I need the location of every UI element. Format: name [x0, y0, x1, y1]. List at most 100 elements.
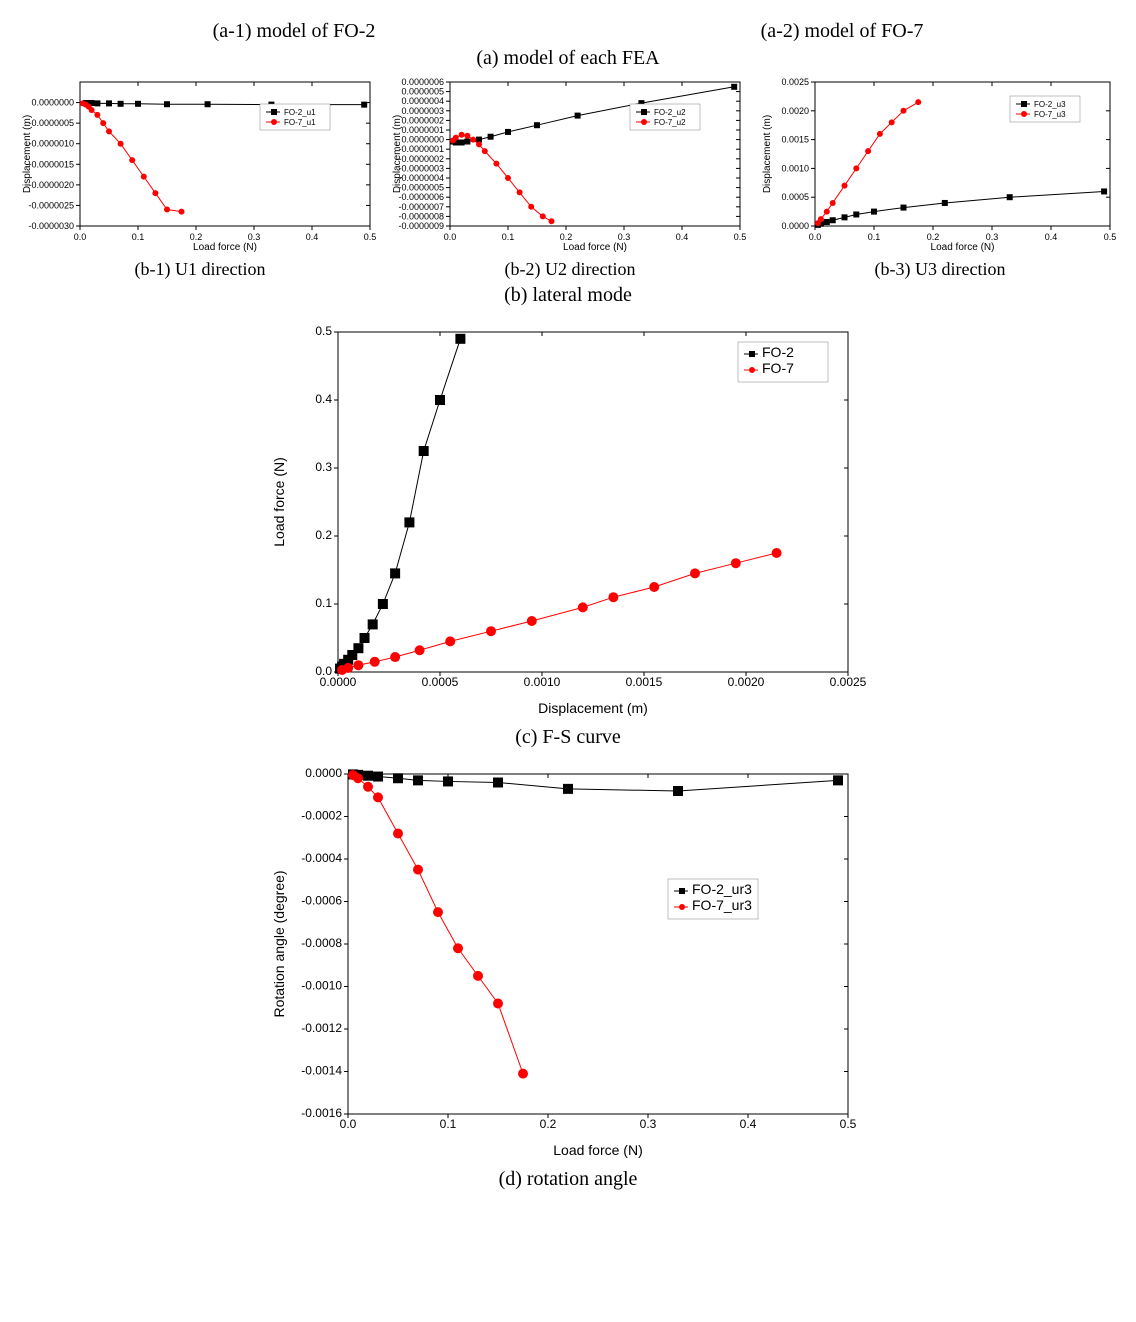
svg-text:0.2: 0.2	[540, 1117, 557, 1131]
caption-b1: (b-1) U1 direction	[20, 259, 380, 280]
svg-text:0.0000003: 0.0000003	[401, 106, 444, 116]
svg-text:FO-2: FO-2	[762, 344, 794, 360]
svg-text:0.5: 0.5	[1104, 232, 1117, 242]
svg-text:-0.0000007: -0.0000007	[398, 202, 444, 212]
caption-b3: (b-3) U3 direction	[760, 259, 1120, 280]
svg-text:0.0000005: 0.0000005	[401, 87, 444, 97]
svg-text:-0.0000003: -0.0000003	[398, 163, 444, 173]
svg-text:-0.0000001: -0.0000001	[398, 144, 444, 154]
caption-b-row: (b) lateral mode	[20, 284, 1116, 307]
svg-text:0.3: 0.3	[248, 232, 261, 242]
svg-text:0.4: 0.4	[315, 392, 332, 406]
svg-text:FO-2_ur3: FO-2_ur3	[692, 881, 752, 897]
caption-a: (a) model of each FEA	[20, 47, 1116, 70]
panel-b3: 0.00.10.20.30.40.50.00000.00050.00100.00…	[760, 74, 1120, 280]
svg-text:0.0: 0.0	[809, 232, 822, 242]
svg-text:0.5: 0.5	[315, 324, 332, 338]
svg-text:-0.0000005: -0.0000005	[28, 118, 74, 128]
svg-text:0.0025: 0.0025	[830, 675, 867, 689]
svg-text:-0.0002: -0.0002	[301, 809, 342, 823]
svg-text:0.1: 0.1	[440, 1117, 457, 1131]
svg-text:-0.0000004: -0.0000004	[398, 173, 444, 183]
svg-text:0.0000006: 0.0000006	[401, 77, 444, 87]
svg-text:0.0010: 0.0010	[524, 675, 561, 689]
svg-text:-0.0000030: -0.0000030	[28, 221, 74, 231]
svg-text:0.0000004: 0.0000004	[401, 96, 444, 106]
caption-d: (d) rotation angle	[20, 1168, 1116, 1191]
svg-text:0.2: 0.2	[560, 232, 573, 242]
svg-text:-0.0000020: -0.0000020	[28, 180, 74, 190]
svg-text:-0.0000006: -0.0000006	[398, 192, 444, 202]
svg-text:0.0000000: 0.0000000	[401, 135, 444, 145]
svg-text:0.2: 0.2	[927, 232, 940, 242]
panel-b1: 0.0 0.1 0.2 0.3 0.4 0.5 -0.0000030 -0.0000025 -0…	[20, 74, 380, 280]
chart-b3: 0.00.10.20.30.40.50.00000.00050.00100.00…	[760, 74, 1120, 254]
svg-text:-0.0000008: -0.0000008	[398, 211, 444, 221]
svg-text:0.1: 0.1	[502, 232, 515, 242]
svg-text:0.2: 0.2	[315, 528, 332, 542]
svg-text:-0.0000010: -0.0000010	[28, 139, 74, 149]
svg-text:0.0000: 0.0000	[305, 766, 342, 780]
svg-text:0.4: 0.4	[740, 1117, 757, 1131]
caption-b2: (b-2) U2 direction	[390, 259, 750, 280]
svg-text:-0.0010: -0.0010	[301, 979, 342, 993]
svg-text:0.4: 0.4	[306, 232, 319, 242]
svg-text:-0.0000005: -0.0000005	[398, 183, 444, 193]
caption-a1: (a-1) model of FO-2	[213, 20, 376, 43]
svg-text:0.5: 0.5	[364, 232, 377, 242]
svg-text:0.4: 0.4	[676, 232, 689, 242]
svg-text:FO-7: FO-7	[762, 360, 794, 376]
svg-text:FO-7_u1: FO-7_u1	[284, 118, 316, 127]
caption-a2: (a-2) model of FO-7	[761, 20, 924, 43]
svg-text:0.4: 0.4	[1045, 232, 1058, 242]
svg-text:0.2: 0.2	[190, 232, 203, 242]
svg-text:0.0015: 0.0015	[781, 135, 809, 145]
svg-text:Load force (N): Load force (N)	[193, 242, 257, 253]
panel-d: 0.00.10.20.30.40.5-0.0016-0.0014-0.0012-…	[20, 759, 1116, 1191]
panel-c: 0.00000.00050.00100.00150.00200.00250.00…	[20, 317, 1116, 749]
chart-b2: 0.00.10.20.30.40.5-0.0000009-0.0000008-0…	[390, 74, 750, 254]
svg-text:Load force (N): Load force (N)	[563, 242, 627, 253]
svg-text:0.1: 0.1	[315, 596, 332, 610]
svg-text:FO-7_u3: FO-7_u3	[1034, 110, 1066, 119]
svg-text:FO-2_u3: FO-2_u3	[1034, 100, 1066, 109]
svg-text:Displacement (m): Displacement (m)	[22, 115, 33, 193]
svg-text:Displacement (m): Displacement (m)	[392, 115, 403, 193]
svg-text:0.0015: 0.0015	[626, 675, 663, 689]
svg-text:0.0000001: 0.0000001	[401, 125, 444, 135]
svg-text:Load force (N): Load force (N)	[931, 242, 995, 253]
svg-text:0.0010: 0.0010	[781, 163, 809, 173]
svg-text:-0.0000015: -0.0000015	[28, 159, 74, 169]
svg-text:-0.0000025: -0.0000025	[28, 200, 74, 210]
svg-text:0.5: 0.5	[734, 232, 747, 242]
row-b: 0.0 0.1 0.2 0.3 0.4 0.5 -0.0000030 -0.0000025 -0…	[20, 74, 1116, 280]
svg-text:-0.0008: -0.0008	[301, 936, 342, 950]
svg-text:-0.0006: -0.0006	[301, 894, 342, 908]
svg-text:-0.0016: -0.0016	[301, 1106, 342, 1120]
svg-text:0.0020: 0.0020	[728, 675, 765, 689]
svg-text:0.1: 0.1	[868, 232, 881, 242]
top-caption-row: (a-1) model of FO-2 (a-2) model of FO-7	[20, 20, 1116, 43]
svg-text:-0.0000002: -0.0000002	[398, 154, 444, 164]
svg-text:FO-2_u1: FO-2_u1	[284, 108, 316, 117]
svg-text:Load force (N): Load force (N)	[553, 1142, 642, 1158]
chart-b1: 0.0 0.1 0.2 0.3 0.4 0.5 -0.0000030 -0.0000025 -0…	[20, 74, 380, 254]
svg-text:Load force (N): Load force (N)	[271, 457, 287, 546]
svg-text:0.0020: 0.0020	[781, 106, 809, 116]
svg-text:0.0: 0.0	[74, 232, 87, 242]
svg-text:-0.0000009: -0.0000009	[398, 221, 444, 231]
svg-text:-0.0012: -0.0012	[301, 1021, 342, 1035]
svg-text:0.0: 0.0	[444, 232, 457, 242]
svg-text:0.0000: 0.0000	[781, 221, 809, 231]
svg-text:0.0005: 0.0005	[422, 675, 459, 689]
svg-text:Displacement (m): Displacement (m)	[762, 115, 773, 193]
chart-c: 0.00000.00050.00100.00150.00200.00250.00…	[268, 317, 868, 717]
svg-text:0.0000002: 0.0000002	[401, 115, 444, 125]
svg-text:0.3: 0.3	[618, 232, 631, 242]
svg-text:0.0025: 0.0025	[781, 77, 809, 87]
svg-text:0.3: 0.3	[640, 1117, 657, 1131]
svg-text:0.1: 0.1	[132, 232, 145, 242]
panel-b2: 0.00.10.20.30.40.5-0.0000009-0.0000008-0…	[390, 74, 750, 280]
chart-d: 0.00.10.20.30.40.5-0.0016-0.0014-0.0012-…	[268, 759, 868, 1159]
svg-text:0.0: 0.0	[315, 664, 332, 678]
